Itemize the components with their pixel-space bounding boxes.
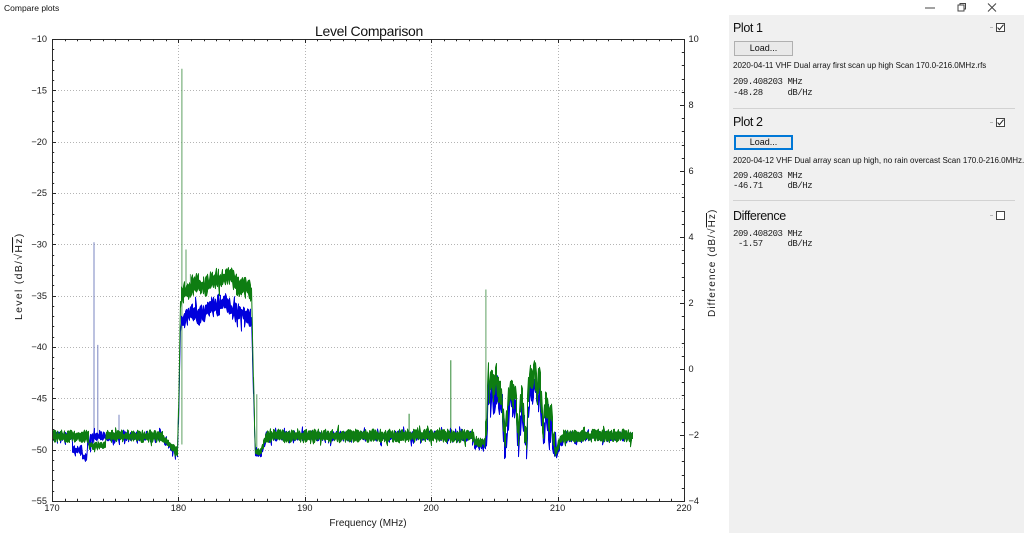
- svg-text:−25: −25: [31, 188, 47, 198]
- svg-text:0: 0: [689, 364, 694, 374]
- svg-text:8: 8: [689, 100, 694, 110]
- svg-text:190: 190: [297, 503, 312, 513]
- svg-text:180: 180: [171, 503, 186, 513]
- svg-text:Frequency (MHz): Frequency (MHz): [329, 518, 406, 529]
- svg-text:−4: −4: [689, 496, 699, 506]
- svg-text:220: 220: [676, 503, 691, 513]
- svg-text:−2: −2: [689, 430, 699, 440]
- svg-text:−45: −45: [31, 394, 47, 404]
- svg-text:−20: −20: [31, 137, 47, 147]
- svg-text:170: 170: [44, 503, 59, 513]
- svg-text:200: 200: [424, 503, 439, 513]
- svg-text:−50: −50: [31, 445, 47, 455]
- svg-text:4: 4: [689, 232, 694, 242]
- svg-text:−15: −15: [31, 86, 47, 96]
- svg-text:210: 210: [550, 503, 565, 513]
- svg-text:−10: −10: [31, 34, 47, 44]
- svg-text:2: 2: [689, 298, 694, 308]
- svg-text:−35: −35: [31, 291, 47, 301]
- svg-text:−30: −30: [31, 240, 47, 250]
- svg-text:−40: −40: [31, 342, 47, 352]
- svg-text:6: 6: [689, 166, 694, 176]
- svg-text:Difference (dB/√Hz): Difference (dB/√Hz): [706, 209, 718, 317]
- svg-text:Level (dB/√Hz): Level (dB/√Hz): [13, 232, 25, 320]
- svg-text:−55: −55: [31, 496, 47, 506]
- svg-text:Level Comparison: Level Comparison: [315, 23, 423, 39]
- svg-text:10: 10: [689, 34, 699, 44]
